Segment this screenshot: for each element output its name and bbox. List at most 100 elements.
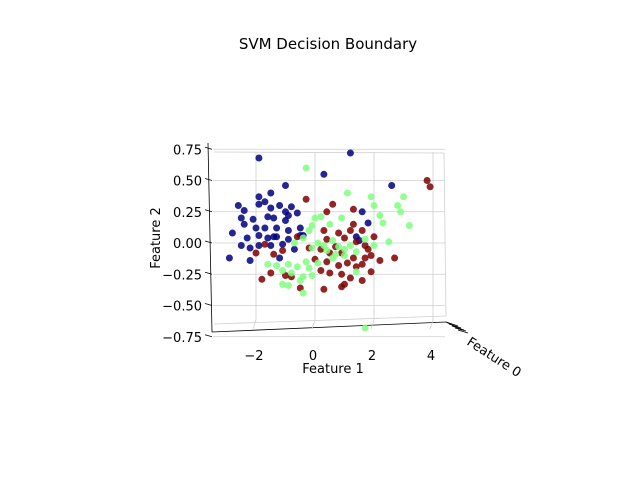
y-tick-mark <box>204 271 213 275</box>
scatter-point <box>329 200 337 208</box>
scatter-point <box>338 270 346 278</box>
y-tick-label: 0.75 <box>173 143 202 158</box>
scatter-point <box>385 238 393 246</box>
y-tick-label: 0.50 <box>173 175 202 190</box>
scatter-point <box>326 220 334 228</box>
scatter-point <box>329 254 337 262</box>
scatter-point <box>364 245 372 253</box>
scatter-point <box>279 280 287 288</box>
scatter-point <box>255 232 263 239</box>
scatter-point <box>249 215 257 223</box>
x-floor-grid-line <box>311 319 316 330</box>
scatter-point <box>299 289 307 297</box>
scatter-point <box>246 244 254 252</box>
scatter-point <box>349 205 357 213</box>
scatter-point <box>314 259 322 267</box>
scatter-point <box>276 254 284 262</box>
scatter-point <box>358 208 366 216</box>
scatter-point <box>255 154 263 162</box>
scatter-point <box>397 208 405 216</box>
scatter-point <box>237 214 245 222</box>
scatter-point <box>314 239 322 247</box>
scatter-point <box>261 198 269 206</box>
scatter-point <box>352 248 360 256</box>
scatter-point <box>370 233 378 241</box>
scatter-point <box>346 242 354 249</box>
scatter-point <box>302 164 310 172</box>
depth-axis-ticks <box>445 321 469 334</box>
scatter-point <box>308 272 316 279</box>
depth-tick-mark <box>454 327 467 332</box>
scatter-point <box>349 220 357 228</box>
scatter-point <box>293 263 301 271</box>
scatter-point <box>338 214 346 222</box>
scatter-point <box>284 282 292 289</box>
x-tick-label: 2 <box>368 349 376 364</box>
scatter-point <box>290 239 298 247</box>
scatter-point <box>376 257 384 264</box>
scatter-point <box>358 227 366 234</box>
scatter-point <box>279 240 287 248</box>
scatter-point <box>284 227 292 234</box>
scatter-point <box>279 267 287 274</box>
scatter-point <box>323 258 331 266</box>
scatter-point <box>252 224 260 232</box>
scatter-point <box>323 247 331 254</box>
scatter-point <box>246 257 254 264</box>
scatter-point <box>358 277 366 284</box>
scatter-point <box>335 243 343 251</box>
scatter-point <box>302 195 310 203</box>
scatter-point <box>352 263 360 271</box>
scatter-point <box>352 238 360 246</box>
y-axis-label: Feature 2 <box>149 207 164 269</box>
depth-tick-mark <box>457 329 469 334</box>
scatter-point <box>349 254 357 262</box>
scatter-point <box>361 324 369 332</box>
grid-lines <box>213 148 445 338</box>
scatter-point <box>358 260 366 268</box>
scatter-point <box>225 254 233 262</box>
scatter-point <box>252 249 260 257</box>
scatter-point <box>293 233 301 241</box>
scatter-point <box>255 242 263 249</box>
scatter-point <box>364 219 372 227</box>
scatter-point <box>261 224 269 232</box>
scatter-point <box>370 202 378 209</box>
scatter-point <box>264 260 272 268</box>
scatter-point <box>367 268 375 276</box>
pane-floor-front-edge <box>211 321 447 333</box>
scatter-point <box>284 212 292 219</box>
scatter-point <box>423 177 431 184</box>
scatter-point <box>296 277 304 284</box>
scatter-point <box>264 213 272 221</box>
y-tick-mark <box>204 146 213 150</box>
scatter-point <box>267 269 275 277</box>
scatter-point <box>379 219 387 227</box>
scatter-point <box>320 170 328 178</box>
scatter-point <box>335 262 343 269</box>
scatter-point <box>267 242 275 249</box>
y-tick-label: −0.25 <box>162 268 202 283</box>
scatter-point <box>258 275 266 283</box>
x-floor-grid-line <box>252 319 257 330</box>
scatter-point <box>255 200 263 208</box>
scatter-point <box>273 224 281 232</box>
scatter-point <box>276 202 284 209</box>
scatter-point <box>270 214 278 222</box>
scatter-point <box>346 227 354 234</box>
scatter-point <box>341 245 348 253</box>
scatter-point <box>302 258 310 266</box>
scatter-point <box>237 242 245 249</box>
y-tick-label: 0.00 <box>173 237 202 252</box>
pane-floor-back-edge <box>213 315 447 325</box>
scatter-point <box>287 203 295 211</box>
scatter-point <box>343 189 351 197</box>
scatter-point <box>320 227 328 234</box>
scatter-point <box>323 208 331 216</box>
depth-tick-mark <box>445 321 459 327</box>
scatter-point <box>234 202 242 209</box>
scatter-point <box>376 212 384 219</box>
depth-tick-mark <box>451 325 465 331</box>
scatter-point <box>405 222 413 229</box>
scatter-point <box>323 235 331 243</box>
